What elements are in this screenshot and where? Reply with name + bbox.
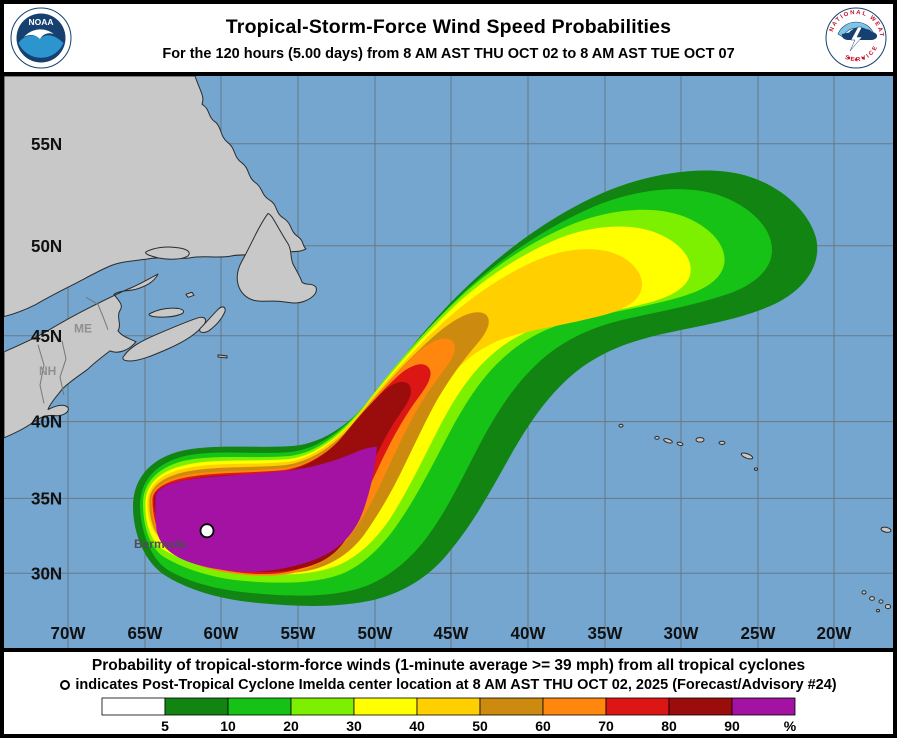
lon-label: 65W	[128, 624, 164, 643]
lon-label: 45W	[434, 624, 470, 643]
legend-tick: 60	[535, 718, 551, 734]
lon-label: 70W	[51, 624, 87, 643]
land-cape-breton	[199, 306, 226, 333]
noaa-logo-icon: NOAA	[10, 7, 72, 69]
lat-label: 40N	[31, 413, 62, 432]
state-borders	[37, 296, 109, 404]
lon-label: 30W	[664, 624, 700, 643]
land-madeira-canaries	[861, 526, 892, 613]
legend-swatch	[353, 697, 417, 716]
land-labrador-quebec	[4, 76, 307, 318]
storm-center-marker-icon	[199, 523, 215, 539]
wind-probability-contours	[133, 170, 818, 606]
legend-swatch	[668, 697, 732, 716]
page-subtitle: For the 120 hours (5.00 days) from 8 AM …	[162, 46, 735, 62]
legend-swatch	[101, 697, 165, 716]
legend-swatch	[290, 697, 354, 716]
lat-label: 50N	[31, 237, 62, 256]
legend-swatch	[416, 697, 480, 716]
lat-label: 30N	[31, 564, 62, 583]
legend-tick: 90	[724, 718, 740, 734]
footer: Probability of tropical-storm-force wind…	[4, 648, 893, 734]
lon-label: 55W	[281, 624, 317, 643]
land-pei	[148, 307, 185, 318]
legend-tick: 40	[409, 718, 425, 734]
legend-tick: 70	[598, 718, 614, 734]
lon-label: 35W	[588, 624, 624, 643]
lat-label: 55N	[31, 135, 62, 154]
lon-label: 20W	[817, 624, 853, 643]
lon-label: 25W	[741, 624, 777, 643]
legend-tick: 80	[661, 718, 677, 734]
contour-90pct	[155, 446, 377, 572]
title-block: Tropical-Storm-Force Wind Speed Probabil…	[72, 14, 825, 62]
land-sable	[217, 354, 228, 359]
noaa-logo-text: NOAA	[28, 17, 53, 27]
land-newfoundland	[236, 212, 317, 304]
lat-label: 35N	[31, 489, 62, 508]
legend-percent-sign: %	[783, 718, 796, 734]
circle-outline-icon	[60, 680, 71, 690]
legend-swatch	[479, 697, 543, 716]
legend-tick: 30	[346, 718, 362, 734]
header: NOAA Tropical-Storm-Force Wind Speed Pro…	[4, 4, 893, 76]
center-location-label: indicates Post-Tropical Cyclone Imelda c…	[75, 677, 837, 693]
maine-label: ME	[74, 322, 92, 336]
legend-swatch	[731, 697, 795, 716]
legend-tick: 50	[472, 718, 488, 734]
longitude-labels: 70W 65W 60W 55W 50W 45W 40W 35W 30W 25W …	[51, 624, 853, 643]
legend-swatch	[164, 697, 228, 716]
legend-tick: 5	[161, 718, 169, 734]
lat-label: 45N	[31, 327, 62, 346]
legend-tick: 10	[220, 718, 236, 734]
latitude-labels: 55N 50N 45N 40N 35N 30N	[31, 135, 62, 584]
bermuda-label: Bermuda	[134, 537, 186, 551]
lon-label: 60W	[204, 624, 240, 643]
probability-map: Bermuda ME NH 55N 50N 45N 40N 35N 30N 70…	[4, 76, 893, 648]
probability-color-legend: 5 10 20 30 40 50 60 70 80 90 %	[101, 697, 796, 734]
land-azores	[618, 423, 759, 471]
legend-swatch	[227, 697, 291, 716]
land-magdalen	[185, 291, 195, 298]
probability-definition-text: Probability of tropical-storm-force wind…	[91, 657, 806, 674]
lon-label: 40W	[511, 624, 547, 643]
page-title: Tropical-Storm-Force Wind Speed Probabil…	[225, 16, 672, 38]
lon-label: 50W	[358, 624, 394, 643]
legend-tick: 20	[283, 718, 299, 734]
new-hampshire-label: NH	[39, 364, 56, 378]
nws-logo-icon: NATIONAL WEATHER SERVICE	[825, 7, 887, 69]
legend-swatch	[605, 697, 669, 716]
center-location-text: indicates Post-Tropical Cyclone Imelda c…	[4, 677, 893, 693]
land-anticosti	[145, 246, 190, 260]
legend-swatch	[542, 697, 606, 716]
map-canvas: Bermuda ME NH 55N 50N 45N 40N 35N 30N 70…	[4, 76, 893, 648]
